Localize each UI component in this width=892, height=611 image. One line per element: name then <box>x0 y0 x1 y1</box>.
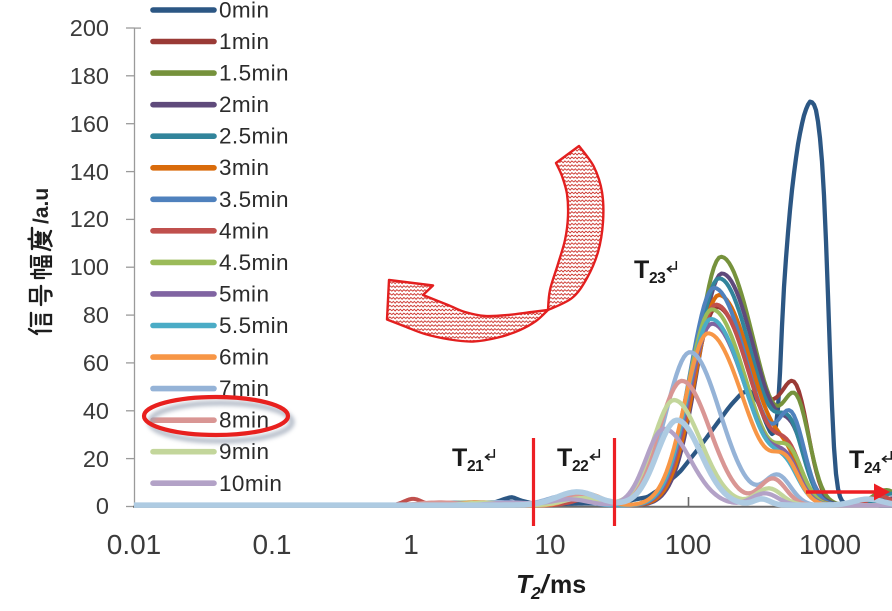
svg-text:23: 23 <box>649 270 666 287</box>
svg-text:5min: 5min <box>219 281 269 306</box>
svg-text:4min: 4min <box>219 218 269 243</box>
svg-text:0.01: 0.01 <box>107 529 162 560</box>
svg-text:200: 200 <box>70 15 109 41</box>
svg-text:21: 21 <box>467 458 484 475</box>
svg-text:160: 160 <box>70 111 109 137</box>
svg-text:4.5min: 4.5min <box>219 250 289 275</box>
svg-text:3min: 3min <box>219 155 269 180</box>
svg-text:60: 60 <box>83 350 109 376</box>
svg-text:1min: 1min <box>219 29 269 54</box>
svg-text:100: 100 <box>665 529 712 560</box>
svg-text:2.5min: 2.5min <box>219 124 289 149</box>
svg-text:T: T <box>452 444 467 472</box>
svg-text:/: / <box>540 569 551 599</box>
svg-text:10min: 10min <box>219 471 282 496</box>
svg-text:40: 40 <box>83 398 109 424</box>
svg-text:2min: 2min <box>219 92 269 117</box>
svg-text:3.5min: 3.5min <box>219 187 289 212</box>
svg-text:2: 2 <box>530 583 541 603</box>
svg-text:1.5min: 1.5min <box>219 61 289 86</box>
svg-text:5.5min: 5.5min <box>219 313 289 338</box>
svg-text:0: 0 <box>96 493 109 519</box>
svg-text:80: 80 <box>83 302 109 328</box>
svg-text:24: 24 <box>864 460 881 477</box>
svg-text:22: 22 <box>572 458 588 475</box>
svg-text:1000: 1000 <box>799 529 861 560</box>
svg-text:0min: 0min <box>219 0 269 23</box>
svg-text:6min: 6min <box>219 345 269 370</box>
svg-text:20: 20 <box>83 446 109 472</box>
svg-text:T: T <box>516 569 534 599</box>
svg-text:100: 100 <box>70 254 109 280</box>
svg-text:ms: ms <box>550 571 586 599</box>
svg-text:180: 180 <box>70 63 109 89</box>
svg-text:8min: 8min <box>219 408 269 433</box>
svg-text:T: T <box>634 256 649 284</box>
svg-text:140: 140 <box>70 159 109 185</box>
svg-text:120: 120 <box>70 206 109 232</box>
svg-text:T: T <box>557 444 572 472</box>
svg-text:T: T <box>849 446 864 474</box>
svg-text:1: 1 <box>403 529 419 560</box>
svg-text:0.1: 0.1 <box>253 529 292 560</box>
svg-text:10: 10 <box>534 529 565 560</box>
svg-text:/a.u: /a.u <box>30 188 53 224</box>
